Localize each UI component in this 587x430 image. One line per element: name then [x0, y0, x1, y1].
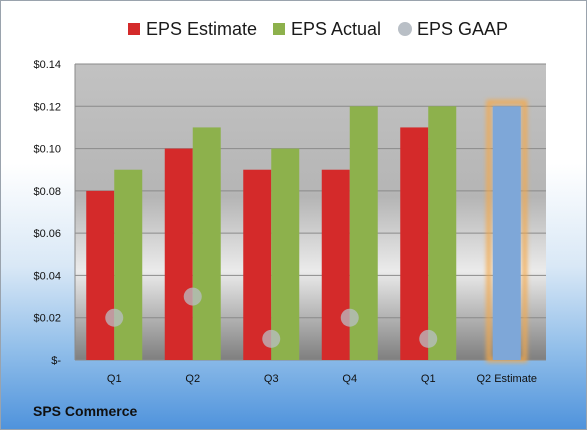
y-tick-label: $0.14 [33, 59, 61, 71]
point-eps-gaap [105, 308, 124, 327]
bar-eps-q2-estimate [492, 106, 521, 361]
x-tick-label: Q3 [264, 373, 279, 385]
point-eps-gaap [262, 329, 281, 348]
legend-swatch [398, 22, 412, 36]
bar-eps-estimate [400, 127, 429, 360]
bars [86, 99, 528, 363]
x-tick-label: Q1 [107, 373, 122, 385]
legend-swatch [128, 23, 140, 35]
legend-label: EPS Actual [291, 19, 381, 39]
plot-area [75, 64, 546, 360]
x-axis: Q1 Q2 Q3 Q4 Q1 Q2 Estimate [107, 373, 537, 385]
y-tick-label: $0.08 [33, 186, 61, 198]
y-tick-label: $0.12 [33, 101, 61, 113]
bar-eps-actual [428, 106, 457, 361]
y-tick-label: $0.04 [33, 270, 61, 282]
y-tick-label: $0.10 [33, 144, 61, 156]
bar-eps-actual [192, 127, 221, 360]
company-name: SPS Commerce [33, 403, 138, 419]
point-eps-gaap [419, 329, 438, 348]
point-eps-gaap [340, 308, 359, 327]
gaap-points [105, 287, 438, 348]
legend-label: EPS GAAP [417, 19, 508, 39]
bar-eps-estimate [164, 148, 193, 360]
bar-eps-estimate [321, 169, 350, 360]
y-tick-label: $- [51, 355, 61, 367]
x-tick-label: Q4 [342, 373, 357, 385]
x-tick-label: Q2 Estimate [476, 373, 537, 385]
legend-swatch [273, 23, 285, 35]
bar-eps-estimate [86, 190, 115, 360]
bar-eps-actual [114, 169, 143, 360]
bar-eps-actual [271, 148, 300, 360]
y-tick-label: $0.06 [33, 228, 61, 240]
legend: EPS Estimate EPS Actual EPS GAAP [128, 19, 508, 39]
x-tick-label: Q2 [185, 373, 200, 385]
gridlines [74, 63, 546, 361]
y-tick-label: $0.02 [33, 313, 61, 325]
y-axis: $- $0.02 $0.04 $0.06 $0.08 $0.10 $0.12 $0.14 [33, 59, 61, 367]
legend-label: EPS Estimate [146, 19, 257, 39]
x-tick-label: Q1 [421, 373, 436, 385]
bar-eps-estimate [243, 169, 272, 360]
point-eps-gaap [183, 287, 202, 306]
